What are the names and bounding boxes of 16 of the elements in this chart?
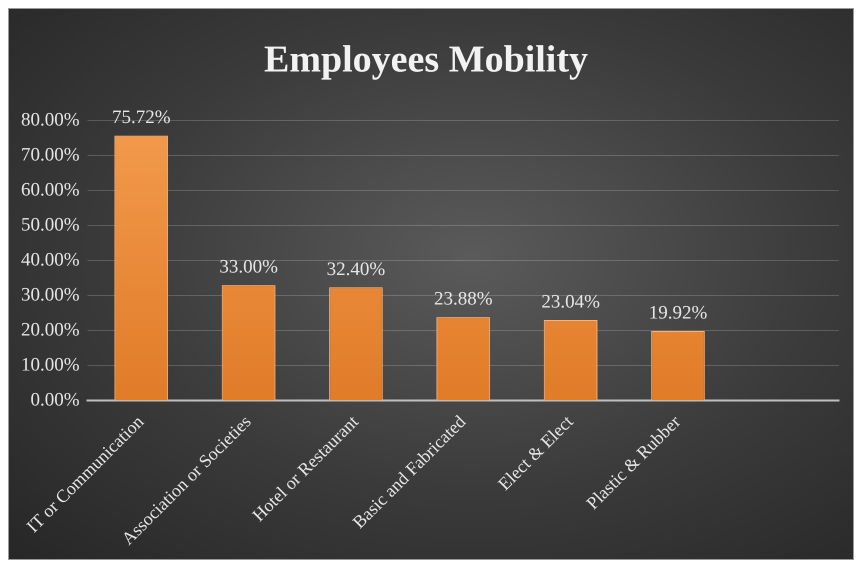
y-tick-label: 70.00% [21,144,80,166]
data-label: 19.92% [648,302,708,324]
y-tick-label: 10.00% [21,354,80,376]
data-label: 23.88% [434,288,493,310]
y-tick-label: 20.00% [21,320,80,341]
y-tick-label: 50.00% [21,214,80,236]
data-label: 75.72% [112,107,171,128]
y-tick-label: 40.00% [21,250,80,271]
y-tick-label: 0.00% [30,390,80,411]
data-label: 23.04% [541,292,600,313]
y-tick-label: 80.00% [21,110,80,131]
data-label: 33.00% [219,256,278,278]
data-label: 32.40% [326,258,386,280]
y-tick-label: 30.00% [21,284,80,306]
chart-title: Employees Mobility [264,38,588,81]
y-tick-label: 60.00% [21,180,80,201]
